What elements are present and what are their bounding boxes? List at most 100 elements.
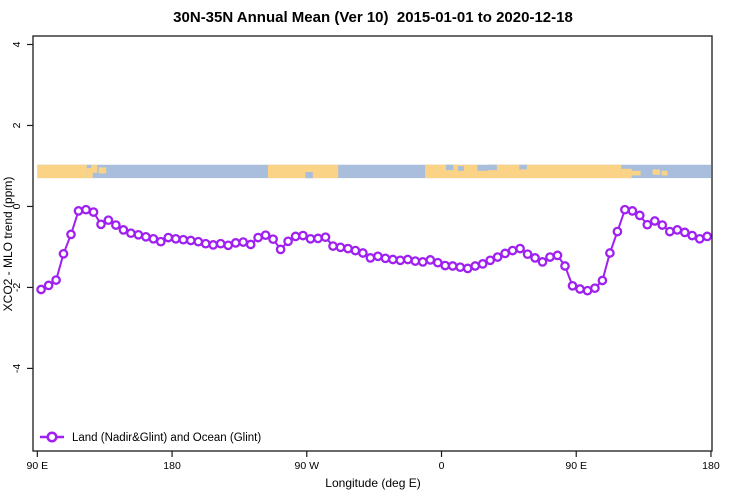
data-point <box>417 257 428 267</box>
data-series <box>36 204 713 296</box>
data-point <box>260 230 271 241</box>
data-point <box>178 234 189 245</box>
x-tick-label: 90 E <box>27 460 49 472</box>
data-point <box>275 244 286 255</box>
data-point <box>388 254 398 265</box>
data-point <box>320 232 331 243</box>
data-point <box>560 261 570 271</box>
data-point <box>126 228 136 239</box>
data-point <box>350 245 361 256</box>
data-point <box>141 231 151 242</box>
data-point <box>298 230 308 241</box>
data-point <box>395 255 406 266</box>
y-axis-ticks: 4 2 0 -2 -4 <box>11 41 33 373</box>
y-axis-title: XCO2 - MLO trend (ppm) <box>1 177 15 312</box>
data-point <box>238 237 249 247</box>
x-tick-label: 90 W <box>295 460 320 472</box>
data-point <box>111 220 121 230</box>
data-point <box>410 256 421 266</box>
data-point <box>657 220 668 230</box>
data-point <box>380 253 391 264</box>
data-point <box>612 226 623 237</box>
data-point <box>66 229 76 240</box>
data-point <box>567 280 578 291</box>
data-point <box>185 235 196 246</box>
data-point <box>492 252 503 262</box>
data-point <box>155 236 166 247</box>
data-point <box>664 226 675 237</box>
data-point <box>215 238 226 249</box>
data-point <box>103 215 114 226</box>
x-tick-label: 90 E <box>565 460 587 472</box>
data-point <box>477 259 488 269</box>
data-point <box>245 239 256 250</box>
y-tick-label: -4 <box>11 364 23 373</box>
map-band-ocean-patch <box>445 164 454 171</box>
data-point <box>290 231 301 242</box>
data-point <box>522 249 533 260</box>
data-point <box>223 240 234 251</box>
data-point <box>455 262 466 273</box>
data-point <box>634 210 645 221</box>
x-axis-title: Longitude (deg E) <box>325 476 420 490</box>
data-point <box>170 233 181 244</box>
data-point <box>81 204 91 215</box>
data-point <box>373 251 383 262</box>
y-tick-label: -2 <box>11 283 23 292</box>
data-point <box>605 248 615 258</box>
data-point <box>230 238 241 248</box>
map-band-land-segment <box>661 170 668 176</box>
data-point <box>328 241 338 251</box>
data-point <box>627 206 638 216</box>
latitude-map-band <box>37 164 711 179</box>
data-point <box>500 248 510 259</box>
data-point <box>642 219 653 230</box>
x-tick-label: 180 <box>702 460 720 472</box>
legend-marker-circle-icon <box>46 431 58 443</box>
data-point <box>118 225 129 235</box>
legend: Land (Nadir&Glint) and Ocean (Glint) <box>40 431 261 444</box>
map-band-land-segment <box>91 164 98 173</box>
map-band-land-segment <box>631 170 641 176</box>
data-point <box>507 245 518 256</box>
data-point <box>552 250 563 261</box>
map-band-land-segment <box>652 169 661 175</box>
y-tick-label: 2 <box>11 122 23 128</box>
map-band-land-segment <box>425 164 478 179</box>
map-band-ocean-patch <box>519 164 527 170</box>
map-band-land-segment <box>267 164 339 179</box>
data-point <box>679 227 690 238</box>
data-point <box>58 248 69 259</box>
data-point <box>402 254 413 265</box>
data-point <box>702 231 713 242</box>
map-band-land-segment <box>487 164 622 179</box>
map-band-land-segment <box>86 168 93 179</box>
data-point <box>485 255 496 266</box>
data-point <box>515 243 525 254</box>
x-tick-label: 0 <box>439 460 445 472</box>
plot-border <box>32 35 713 452</box>
data-point <box>200 238 211 249</box>
data-point <box>530 253 540 263</box>
data-point <box>462 263 473 274</box>
data-point <box>672 225 683 235</box>
x-axis-ticks: 90 E 180 90 W 0 90 E 180 <box>27 451 720 472</box>
data-point <box>358 248 368 258</box>
map-band-ocean-patch <box>305 172 313 179</box>
data-point <box>43 280 54 291</box>
data-point <box>73 206 84 216</box>
map-band-land-segment <box>477 170 488 179</box>
map-band-land-segment <box>37 164 87 179</box>
data-point <box>253 232 263 243</box>
data-point <box>694 233 705 244</box>
data-point <box>590 283 600 294</box>
map-band-land-segment <box>98 167 107 174</box>
data-point <box>537 257 548 267</box>
data-point <box>597 275 608 286</box>
data-point <box>545 252 555 262</box>
data-point <box>88 207 99 217</box>
chart-title: 30N-35N Annual Mean (Ver 10) 2015-01-01 … <box>173 9 573 26</box>
